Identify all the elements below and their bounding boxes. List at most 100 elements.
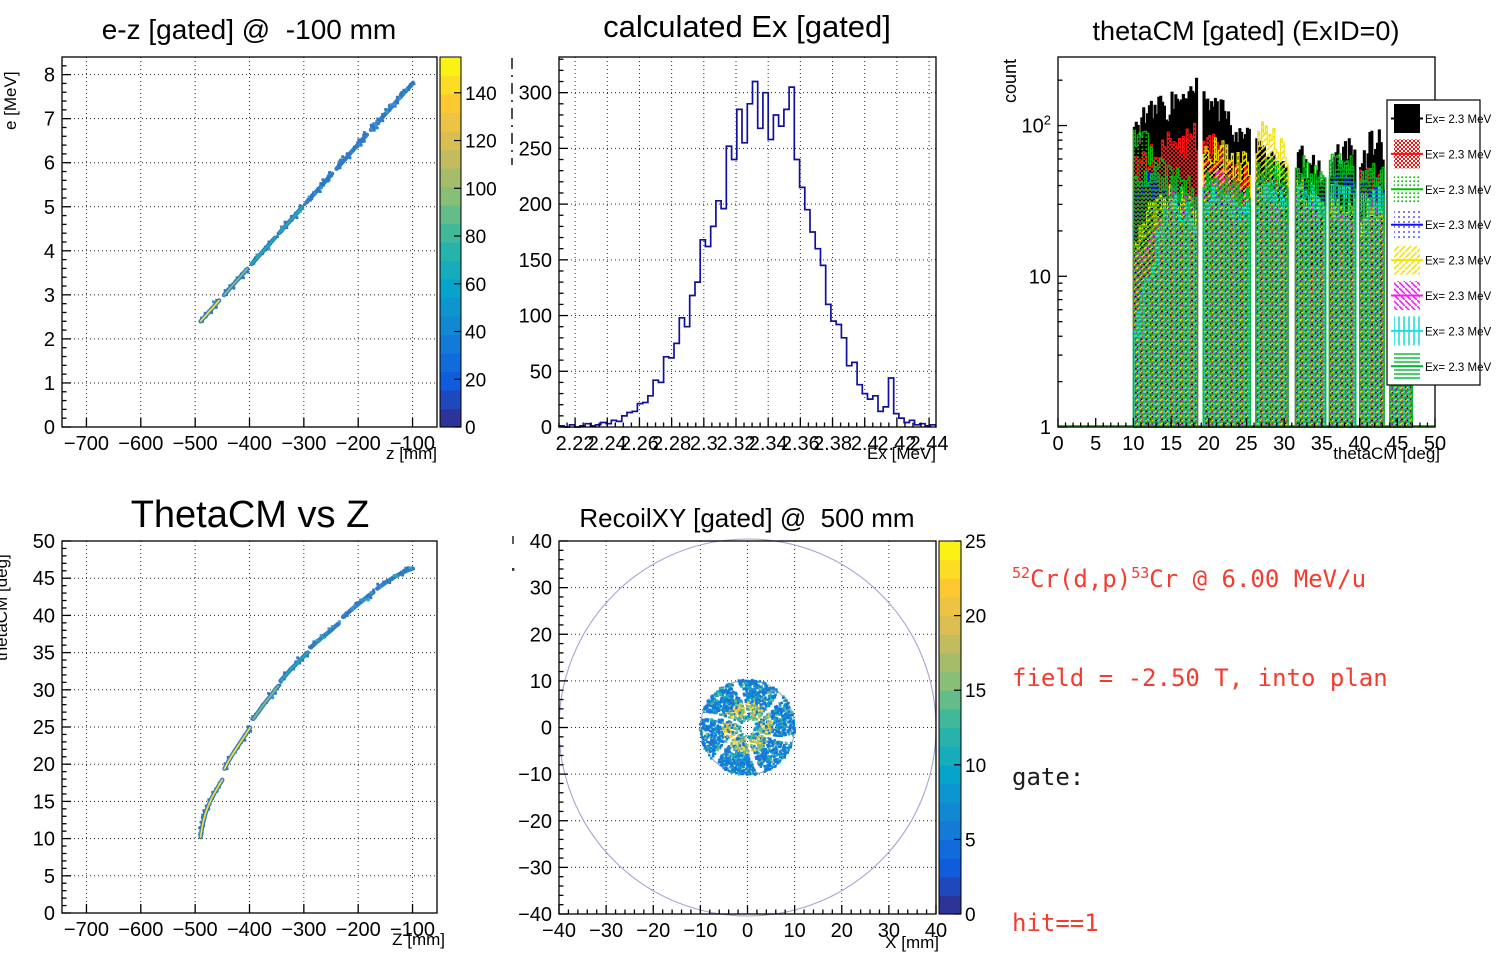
svg-text:5: 5 [44,197,55,219]
svg-text:−20: −20 [636,920,670,942]
svg-text:140: 140 [465,84,497,105]
axis-tick-labels: −700 −600 −500 −400 −300 −200 −100 0 5 10 15 20 25 30… [33,531,435,941]
legend-label-1: Ex= 2.3 MeV [1425,149,1491,161]
recoil-title: RecoilXY [gated] @ 500 mm [579,503,915,533]
svg-text:25: 25 [965,532,986,553]
svg-text:200: 200 [519,194,552,216]
thetaz-plot: −700 −600 −500 −400 −300 −200 −100 0 5 10 15 20 25 30… [33,531,438,941]
reaction-text: Cr(d,p) [1030,565,1132,593]
svg-text:−100: −100 [390,433,435,455]
recoil-x-axis-title: X [mm] [885,933,939,952]
gridlines [62,57,437,428]
ez-title: e-z [gated] @ -100 mm [101,14,397,45]
svg-text:45: 45 [1386,433,1408,455]
svg-text:−100: −100 [390,919,435,941]
svg-text:0: 0 [465,418,476,439]
theta-series-green-horiz [1132,158,1413,428]
svg-text:−200: −200 [336,919,381,941]
svg-text:−500: −500 [173,919,218,941]
svg-text:1: 1 [1040,417,1051,439]
ez-plot: −700 −600 −500 −400 −300 −200 −100012345678020… [44,56,497,455]
svg-text:40: 40 [530,531,552,553]
ex-plot: 2.222.242.262.282.32.322.342.362.382.42.… [511,56,949,455]
theta-x-axis-title: thetaCM [deg] [1333,444,1440,463]
field-label: field = -2.50 T, into plan [1012,664,1388,692]
svg-text:−600: −600 [118,433,163,455]
svg-text:−400: −400 [227,919,272,941]
svg-text:2.44: 2.44 [910,433,949,455]
axis-ticks [62,540,414,914]
svg-text:15: 15 [1160,433,1182,455]
axis-tick-labels: −40 −30 −20 −10 0 10 20 30 40 −40 −30 −20 −10 0 10 20 30… [518,531,947,942]
svg-text:50: 50 [530,361,552,383]
pad-ex: 2.22 2.24 2.26 2.28 2.3 2.32 2.34 2.36 2.38 2.4 2.… [499,0,997,486]
axis-tick-labels: −700 −600 −500 −400 −300 −200 −100 0 1 2 3 4 5 6 7 8 [44,65,435,455]
svg-text:2.24: 2.24 [588,433,627,455]
svg-text:−700: −700 [64,433,109,455]
svg-text:35: 35 [1311,433,1333,455]
svg-text:30: 30 [1273,433,1295,455]
mass-53-sup: 53 [1131,564,1150,582]
thetaz-x-axis-title: Z [mm] [392,930,445,949]
svg-text:30: 30 [530,578,552,600]
thetaz-curve [198,566,415,840]
svg-text:2.36: 2.36 [781,433,820,455]
pad-recoil: −40 −30 −20 −10 0 10 20 30 40 −40 −30 −20 −10 0 10 20 30… [499,486,997,972]
svg-text:−300: −300 [281,433,326,455]
svg-text:50: 50 [1424,433,1446,455]
svg-text:0: 0 [44,417,55,439]
svg-text:7: 7 [44,109,55,131]
colorbar: 0 5 10 15 20 25 [938,532,986,926]
svg-text:20: 20 [1198,433,1220,455]
svg-text:2.32: 2.32 [717,433,756,455]
svg-text:2.3: 2.3 [690,433,718,455]
theta-y-axis-title: count [1000,58,1020,103]
theta-legend: Ex= 2.3 MeV Ex= 2.3 MeV Ex= 2.3 MeV Ex= 2.3… [1386,99,1491,386]
svg-text:−30: −30 [589,920,623,942]
mass-52-sup: 52 [1012,564,1031,582]
svg-text:−400: −400 [227,433,272,455]
svg-text:2: 2 [44,329,55,351]
svg-text:0: 0 [541,718,552,740]
pad-ez: −700 −600 −500 −400 −300 −200 −100 0 1 2 3 4 5 6 7 8 0 20… [0,0,499,486]
svg-text:10: 10 [530,671,552,693]
legend-label-7: Ex= 2.3 MeV [1425,362,1491,374]
axis-ticks [558,58,930,428]
svg-text:50: 50 [33,531,55,553]
svg-text:−30: −30 [518,857,552,879]
ex-histogram [558,80,937,428]
svg-text:−40: −40 [518,904,552,926]
gate-label: gate: [1012,763,1085,791]
plot-frame [558,56,937,428]
svg-text:−200: −200 [336,433,381,455]
svg-text:−40: −40 [542,920,576,942]
svg-text:20: 20 [530,624,552,646]
svg-text:300: 300 [519,83,552,105]
svg-text:100: 100 [465,179,497,200]
legend-label-3: Ex= 2.3 MeV [1425,220,1491,232]
svg-text:20: 20 [965,607,986,628]
svg-text:40: 40 [1348,433,1370,455]
svg-text:4: 4 [44,241,55,263]
thetaz-title: ThetaCM vs Z [130,494,370,536]
svg-text:20: 20 [465,370,486,391]
svg-text:0: 0 [1052,433,1063,455]
svg-text:15: 15 [965,681,986,702]
axis-ticks [1057,79,1436,428]
svg-text:25: 25 [1235,433,1257,455]
svg-text:35: 35 [33,643,55,665]
svg-text:5: 5 [965,830,976,851]
gridlines [558,540,937,915]
svg-text:2.22: 2.22 [556,433,595,455]
ex-title: calculated Ex [gated] [603,9,891,44]
svg-text:45: 45 [33,568,55,590]
svg-text:100: 100 [519,306,552,328]
svg-text:−600: −600 [118,919,163,941]
legend-label-0: Ex= 2.3 MeV [1425,114,1491,126]
legend-label-4: Ex= 2.3 MeV [1425,256,1491,268]
svg-text:10: 10 [1029,266,1051,288]
pad-theta: 0 5 10 15 20 25 30 35 40 45 50 1 10 102 Ex= 2.3 MeV Ex=… [997,0,1496,486]
svg-text:60: 60 [465,275,486,296]
axis-ticks [62,65,414,428]
